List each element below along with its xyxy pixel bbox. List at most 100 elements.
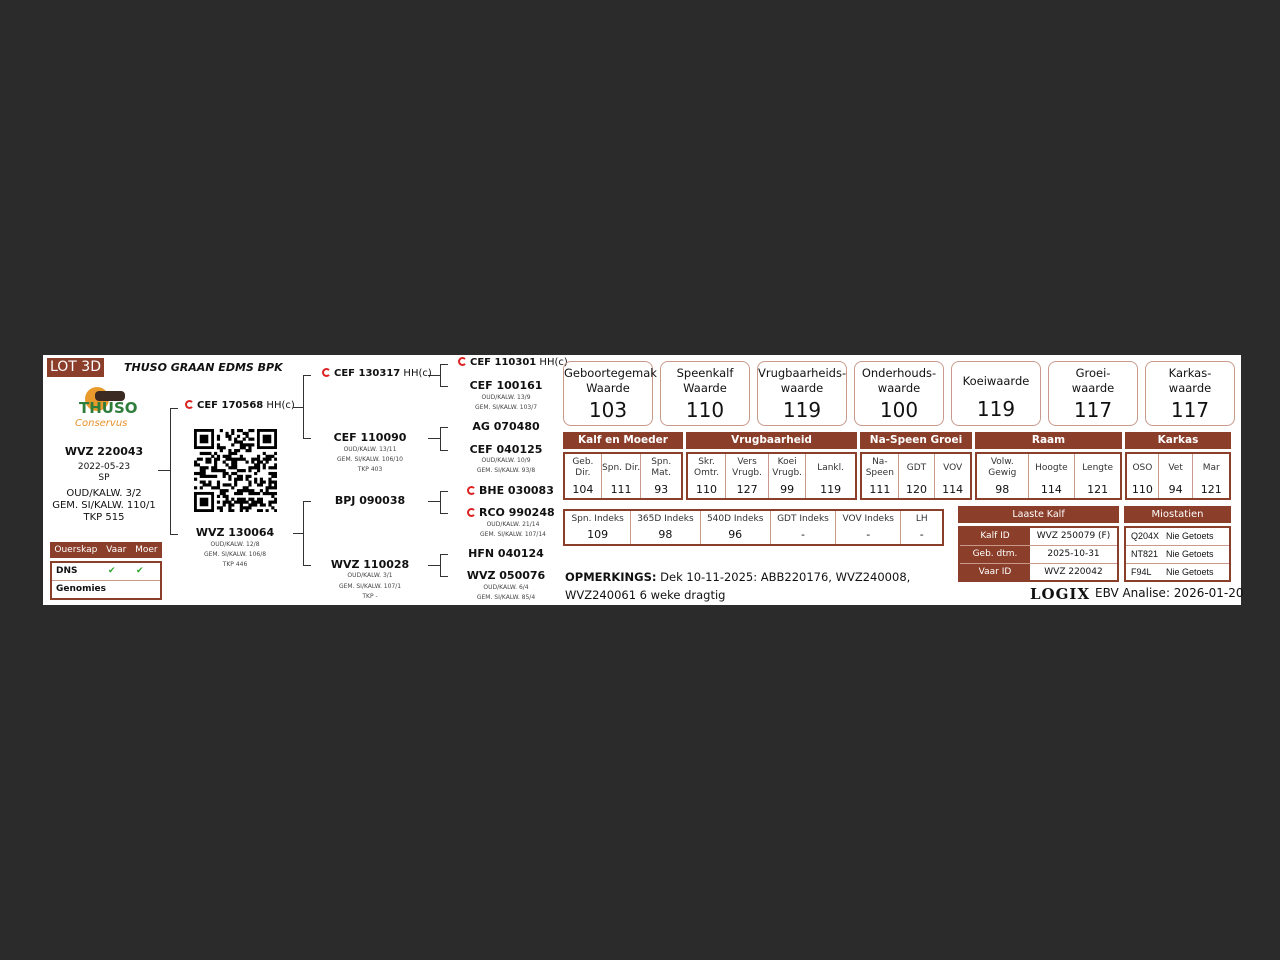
myostatin-row: Q204X Nie Getoets	[1126, 528, 1229, 546]
sdd-gem: GEM. SI/KALW. 93/8	[476, 467, 536, 474]
pedigree-ssd[interactable]: CEF 100161	[469, 379, 543, 392]
index-cell: 540D Indeks 96	[701, 511, 771, 544]
myostatin-value: Nie Getoets	[1166, 531, 1214, 541]
ebv-value: 114	[942, 483, 964, 496]
thuso-logo: THUSO Conservus	[75, 387, 141, 431]
ebv-table: Geb. Dir. 104 Spn. Dir. 111 Spn. Mat. 93	[563, 452, 683, 500]
card-value: 119	[976, 397, 1016, 421]
index-value: -	[866, 528, 871, 541]
pedigree-ds[interactable]: BPJ 090038	[334, 494, 406, 507]
ebv-label: Na- Speen	[865, 457, 894, 478]
myostatin-value: Nie Getoets	[1166, 549, 1214, 559]
ebv-label: Vet	[1168, 462, 1183, 473]
card-label: Vrugbaarheids-	[758, 366, 847, 380]
pedigree-dam[interactable]: WVZ 130064	[195, 526, 275, 539]
value-card: Vrugbaarheids-waarde 119	[757, 361, 847, 426]
ebv-cell: GDT 120	[899, 454, 936, 498]
index-cell: 365D Indeks 98	[631, 511, 701, 544]
ebv-value: 121	[1200, 483, 1222, 496]
pedigree-sdd[interactable]: CEF 040125	[469, 443, 543, 456]
last-calf-value: 2025-10-31	[1047, 549, 1100, 559]
birth-date: 2022-05-23	[77, 462, 131, 472]
ebv-cell: Koei Vrugb. 99	[769, 454, 807, 498]
value-card: Geboortegemak Waarde 103	[563, 361, 657, 426]
remarks-line2: WVZ240061 6 weke dragtig	[565, 588, 726, 602]
dd-oud: OUD/KALW. 3/1	[347, 572, 393, 579]
card-label: waarde	[1071, 381, 1115, 395]
ebv-label: Hoogte	[1035, 462, 1068, 473]
parentage-header: Ouerskap Vaar Moer	[50, 542, 162, 558]
animal-type: SP	[98, 473, 110, 483]
ddd-oud: OUD/KALW. 6/4	[483, 584, 529, 591]
index-cell: Spn. Indeks 109	[565, 511, 632, 544]
ct-marker-icon	[185, 400, 194, 409]
last-calf-row: Vaar ID WVZ 220042	[960, 564, 1117, 582]
dam-oud: OUD/KALW. 12/8	[210, 541, 260, 548]
ebv-table: Na- Speen 111 GDT 120 VOV 114	[860, 452, 972, 500]
ct-marker-icon	[467, 486, 476, 495]
value-card: Onderhouds-waarde 100	[854, 361, 944, 426]
pedigree-sds[interactable]: AG 070480	[472, 420, 540, 433]
myostatin-key: F94L	[1131, 567, 1152, 577]
card-label: Groei-	[1075, 366, 1111, 380]
last-calf-header: Laaste Kalf	[958, 506, 1119, 523]
ebv-date: EBV Analise: 2026-01-20	[1095, 586, 1244, 600]
last-calf-row: Kalf ID WVZ 250079 (F)	[960, 528, 1117, 546]
pedigree-dd[interactable]: WVZ 110028	[330, 558, 410, 571]
ebv-cell: Vers Vrugb. 127	[726, 454, 770, 498]
last-calf-value: WVZ 220042	[1044, 567, 1103, 577]
qr-code[interactable]	[194, 429, 277, 512]
pedigree-ss[interactable]: CEF 130317 HH(c)	[322, 368, 432, 379]
last-calf-key: Vaar ID	[960, 564, 1030, 582]
value-card: Speenkalf Waarde 110	[660, 361, 750, 426]
ebv-value: 120	[905, 483, 927, 496]
ebv-label: Lengte	[1082, 462, 1114, 473]
card-label: Waarde	[586, 381, 630, 395]
card-value: 103	[588, 398, 628, 422]
index-label: Spn. Indeks	[571, 514, 624, 524]
ebv-cell: Hoogte 114	[1029, 454, 1076, 498]
check-icon: ✔	[136, 566, 144, 576]
pedigree-sss[interactable]: CEF 110301 HH(c)	[458, 357, 568, 368]
dsd-gem: GEM. SI/KALW. 107/14	[480, 531, 546, 538]
pedigree-sire[interactable]: CEF 170568 HH(c)	[185, 400, 295, 411]
myostatin-row: F94L Nie Getoets	[1126, 564, 1229, 582]
pedigree-dsd[interactable]: RCO 990248	[467, 506, 555, 519]
animal-id: WVZ 220043	[64, 445, 144, 458]
ebv-value: 111	[610, 483, 632, 496]
ebv-value: 110	[1131, 483, 1153, 496]
ebv-cell: Lankl. 119	[806, 454, 855, 498]
ebv-value: 114	[1040, 483, 1062, 496]
index-value: 96	[728, 528, 743, 541]
ssd-oud: OUD/KALW. 13/9	[481, 394, 531, 401]
myostatin-key: Q204X	[1131, 531, 1160, 541]
ebv-label: OSO	[1132, 462, 1153, 473]
pedigree-dss[interactable]: BHE 030083	[467, 484, 554, 497]
ebv-label: Lankl.	[817, 462, 844, 473]
ct-marker-icon	[467, 508, 476, 517]
ddd-gem: GEM. SI/KALW. 85/4	[476, 594, 536, 601]
ebv-cell: Volw. Gewig 98	[977, 454, 1029, 498]
ebv-value: 119	[820, 483, 842, 496]
pedigree-dds[interactable]: HFN 040124	[468, 547, 544, 560]
value-card: Groei-waarde 117	[1048, 361, 1138, 426]
ebv-cell: Lengte 121	[1075, 454, 1120, 498]
last-calf-key: Kalf ID	[960, 528, 1030, 545]
index-label: 365D Indeks	[637, 514, 694, 524]
ebv-cell: Spn. Mat. 93	[641, 454, 681, 498]
card-label: Koeiwaarde	[962, 374, 1030, 388]
card-value: 119	[782, 398, 822, 422]
myostatin-table: Q204X Nie Getoets NT821 Nie Getoets F94L Nie …	[1124, 526, 1231, 582]
myostatin-row: NT821 Nie Getoets	[1126, 546, 1229, 564]
ct-marker-icon	[458, 357, 467, 366]
group-header: Raam	[975, 432, 1122, 449]
ebv-cell: Vet 94	[1159, 454, 1194, 498]
index-cell: VOV Indeks -	[836, 511, 902, 544]
lot-sheet: LOT 3D THUSO GRAAN EDMS BPK THUSO Conser…	[43, 355, 1244, 605]
animal-tkp: TKP 515	[83, 512, 125, 523]
ebv-value: 111	[869, 483, 891, 496]
last-calf-row: Geb. dtm. 2025-10-31	[960, 546, 1117, 564]
pedigree-ddd[interactable]: WVZ 050076	[466, 569, 546, 582]
group-header: Na-Speen Groei	[860, 432, 972, 449]
pedigree-sd[interactable]: CEF 110090	[333, 431, 407, 444]
